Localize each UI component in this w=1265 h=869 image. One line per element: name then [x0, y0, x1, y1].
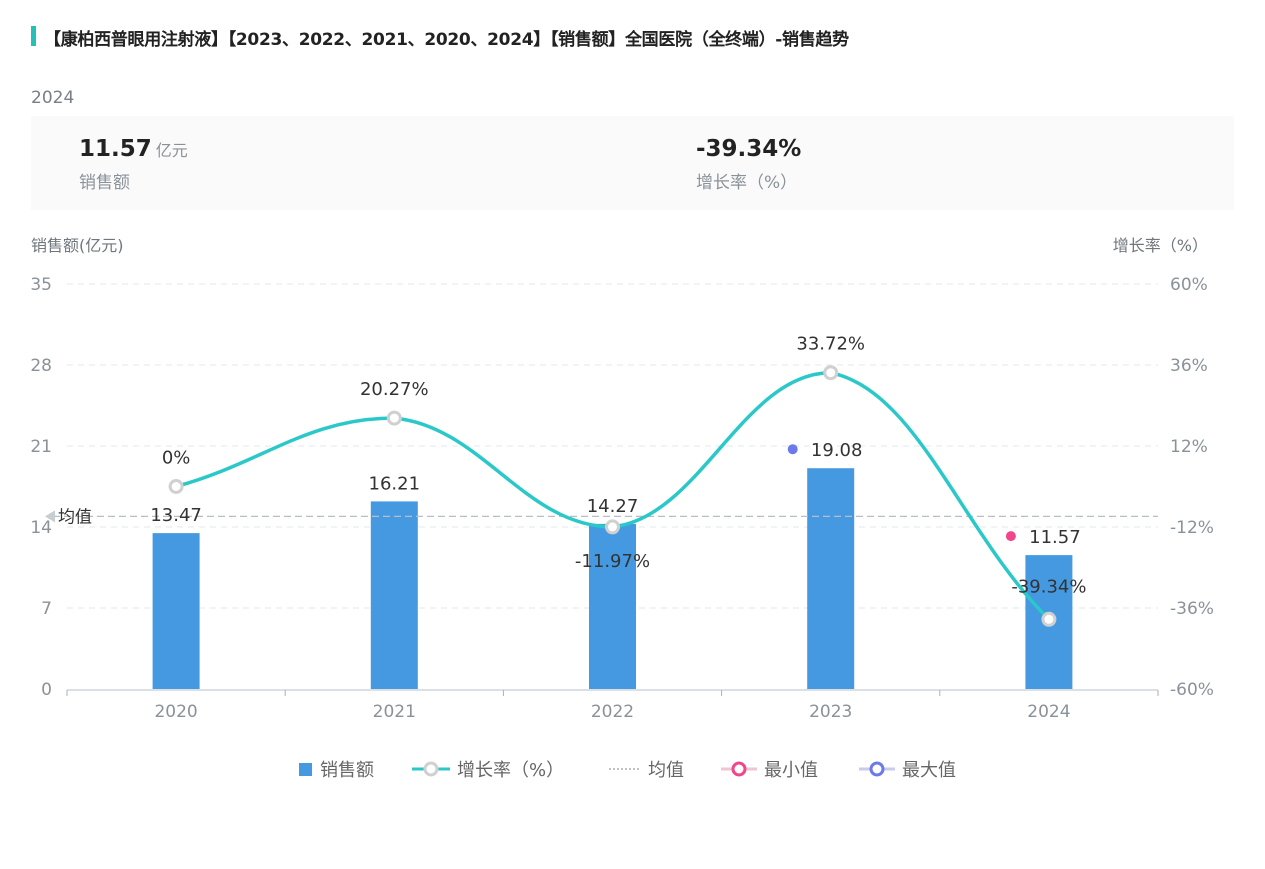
growth-point-2023: [823, 365, 839, 381]
sales-trend-chart: 0 7 14 21 28 35 -60% -36% -12% 12% 36% 60% 2020 2021 2…: [30, 275, 1214, 722]
bar-2022: [589, 523, 636, 689]
growth-data-label: -11.97%: [575, 551, 650, 572]
kpi-growth: -39.34% 增长率（%）: [696, 136, 801, 193]
label-layer: 0% 20.27% -11.97% 33.72% -39.34% 13.47 16.21 14…: [150, 334, 1086, 598]
left-axis-tick-label: 21: [30, 437, 52, 457]
bar-data-label: 19.08: [811, 440, 863, 461]
growth-point-2021: [386, 410, 402, 426]
legend-label-sales: 销售额: [320, 760, 374, 781]
growth-point-2022: [605, 519, 620, 535]
mean-line-label: 均值: [58, 507, 92, 527]
axis-layer: 0 7 14 21 28 35 -60% -36% -12% 12% 36% 60% 2020 2021 2…: [30, 275, 1214, 722]
kpi-growth-value: -39.34%: [696, 136, 802, 162]
left-axis-tick-label: 14: [30, 518, 52, 538]
legend-label-max: 最大值: [902, 760, 956, 781]
grid-layer: [67, 283, 1158, 609]
bar-2020: [152, 533, 200, 689]
x-axis-tick-label: 2020: [154, 702, 197, 722]
bar-data-label: 11.57: [1029, 527, 1081, 548]
line-layer: [168, 365, 1057, 627]
legend-item-sales[interactable]: 销售额: [298, 756, 374, 782]
legend-dotted-line-icon: [609, 768, 641, 770]
growth-line: [175, 370, 1051, 621]
right-axis-tick-label: -12%: [1170, 518, 1214, 538]
growth-point-2020: [168, 479, 184, 494]
legend-label-min: 最小值: [764, 760, 818, 781]
growth-data-label: 20.27%: [360, 379, 429, 400]
right-axis-tick-label: 36%: [1170, 356, 1208, 376]
x-axis-tick-label: 2021: [373, 702, 416, 722]
left-axis-title: 销售额(亿元): [31, 236, 124, 255]
bar-data-label: 14.27: [587, 496, 639, 517]
kpi-sales: 11.57 亿元 销售额: [79, 136, 188, 193]
bar-2023: [807, 468, 855, 689]
right-axis-tick-label: 60%: [1170, 275, 1208, 295]
left-axis-tick-label: 7: [41, 599, 52, 619]
page-title: 【康柏西普眼用注射液】【2023、2022、2021、2020、2024】【销售…: [44, 30, 849, 50]
legend-label-mean: 均值: [648, 760, 684, 781]
legend-bar-swatch-icon: [299, 763, 312, 776]
bar-layer: [152, 468, 1073, 689]
mean-layer: 均值: [45, 507, 1158, 527]
bar-2021: [370, 501, 418, 689]
legend-label-growth: 增长率（%）: [457, 760, 565, 781]
summary-year: 2024: [31, 88, 75, 108]
mean-line-arrow-icon: [45, 510, 55, 523]
growth-data-label: 0%: [162, 448, 191, 469]
bar-data-label: 16.21: [369, 473, 421, 494]
kpi-sales-label: 销售额: [79, 173, 130, 193]
kpi-panel: 11.57 亿元 销售额 -39.34% 增长率（%）: [31, 116, 1234, 210]
kpi-growth-label: 增长率（%）: [696, 173, 798, 193]
right-axis-tick-label: -60%: [1170, 680, 1214, 700]
legend-line-marker-icon: [412, 761, 450, 777]
x-axis-tick-label: 2023: [809, 702, 852, 722]
legend-item-min[interactable]: 最小值: [720, 756, 818, 782]
right-axis-title: 增长率（%）: [1112, 236, 1208, 255]
legend-max-marker-icon: [859, 761, 895, 777]
growth-point-2024: [1041, 611, 1057, 627]
left-axis-tick-label: 35: [30, 275, 52, 295]
x-axis-tick-label: 2024: [1027, 702, 1070, 722]
bar-data-label: 13.47: [150, 505, 202, 526]
right-axis-tick-label: -36%: [1170, 599, 1214, 619]
left-axis-tick-label: 0: [41, 680, 52, 700]
chart-legend: 销售额 增长率（%） 均值 最小值 最大值: [0, 756, 1265, 782]
title-accent-bar: [31, 26, 36, 46]
legend-item-max[interactable]: 最大值: [858, 756, 956, 782]
kpi-sales-value: 11.57: [79, 136, 152, 162]
right-axis-tick-label: 12%: [1170, 437, 1208, 457]
left-axis-tick-label: 28: [30, 356, 52, 376]
x-axis-tick-label: 2022: [591, 702, 634, 722]
legend-min-marker-icon: [721, 761, 757, 777]
growth-data-label: -39.34%: [1011, 576, 1086, 597]
min-marker-icon: [1005, 531, 1016, 542]
growth-data-label: 33.72%: [796, 334, 865, 355]
legend-item-growth[interactable]: 增长率（%）: [411, 756, 564, 782]
max-marker-icon: [787, 444, 798, 455]
legend-item-mean[interactable]: 均值: [608, 756, 684, 782]
kpi-sales-unit: 亿元: [155, 141, 188, 160]
